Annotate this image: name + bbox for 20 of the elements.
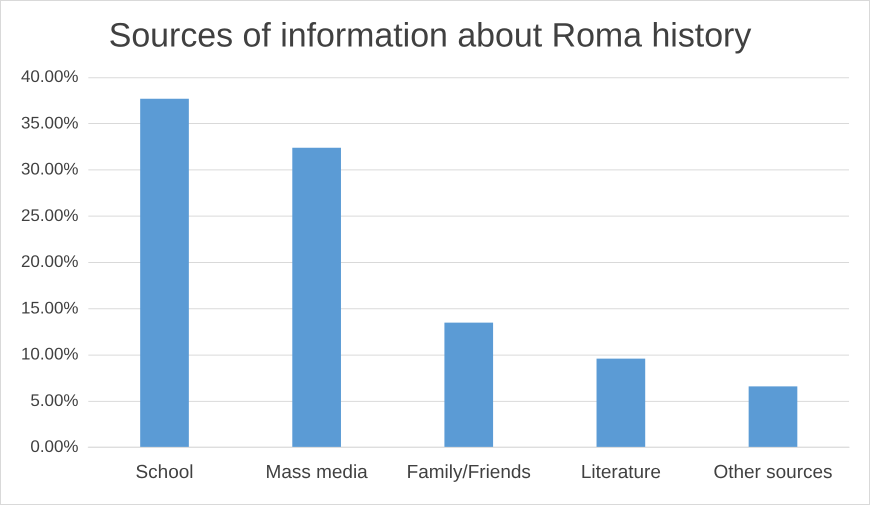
y-tick-label: 40.00%: [20, 67, 78, 86]
bar: [596, 358, 646, 447]
y-tick-label: 20.00%: [20, 252, 78, 272]
y-tick-label: 5.00%: [30, 390, 78, 410]
y-tick-label: 10.00%: [20, 344, 78, 364]
y-tick-label: 25.00%: [20, 206, 78, 225]
x-tick-label: School: [136, 462, 194, 483]
y-tick-label: 15.00%: [20, 298, 78, 318]
y-tick-label: 0.00%: [30, 437, 78, 456]
x-tick-label: Family/Friends: [406, 462, 531, 483]
bar: [292, 148, 341, 447]
y-tick-label: 30.00%: [20, 160, 78, 179]
bar: [140, 98, 189, 447]
x-tick-label: Mass media: [266, 462, 368, 483]
x-tick-label: Other sources: [713, 462, 833, 483]
chart-title: Sources of information about Roma history: [108, 16, 752, 55]
x-tick-label: Literature: [580, 462, 661, 483]
bar: [748, 386, 798, 447]
bar: [444, 322, 494, 447]
y-tick-label: 35.00%: [20, 113, 78, 132]
